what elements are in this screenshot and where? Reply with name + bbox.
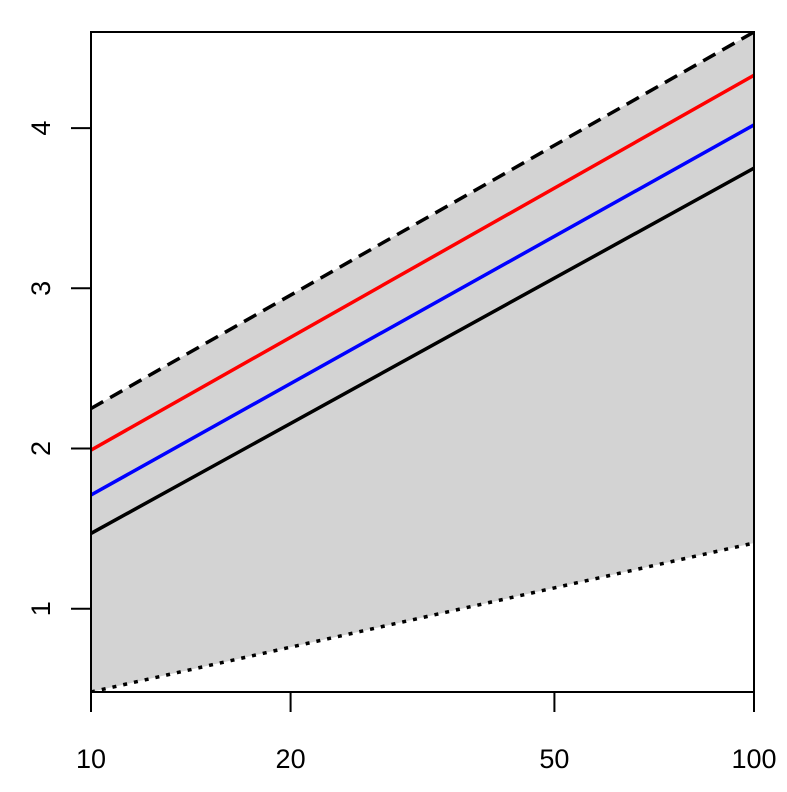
y-tick-label: 1 (26, 601, 56, 616)
series-line-red (91, 73, 754, 452)
y-tick-label: 4 (26, 121, 56, 136)
series-line-upper-dashed (91, 32, 754, 410)
x-tick-label: 10 (76, 744, 106, 774)
x-tick-label: 20 (276, 744, 306, 774)
x-tick-label: 50 (539, 744, 569, 774)
y-axis: 1 2 3 4 (26, 121, 92, 616)
series-line-black (91, 166, 754, 535)
y-tick-label: 2 (26, 441, 56, 456)
y-tick-label: 3 (26, 281, 56, 296)
x-axis: 10 20 50 100 (76, 691, 777, 774)
series-line-lower-dotted (91, 541, 754, 692)
shaded-band (91, 32, 754, 692)
x-tick-label: 100 (731, 744, 776, 774)
plot-area (91, 32, 754, 692)
series-line-blue (91, 123, 754, 497)
